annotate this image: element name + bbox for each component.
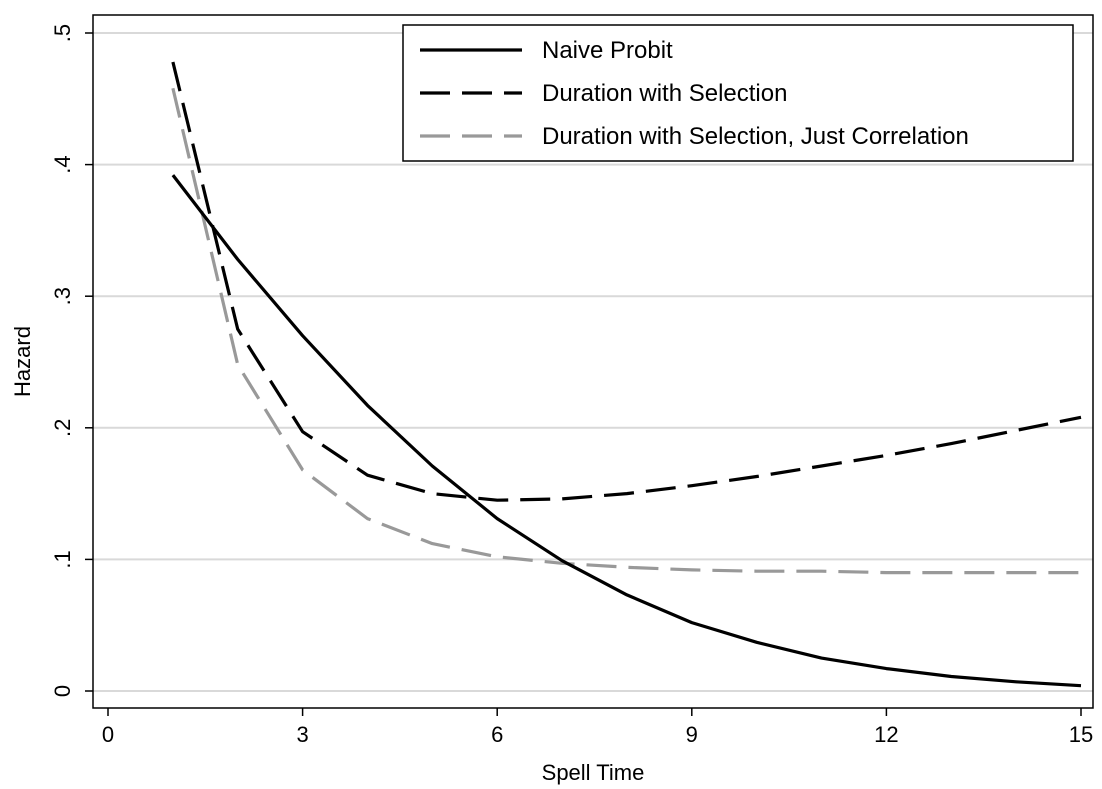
y-tick-label: .4 xyxy=(50,155,75,173)
legend-label-1: Naive Probit xyxy=(542,37,673,64)
series-line-3 xyxy=(171,87,1081,575)
x-axis-title: Spell Time xyxy=(542,760,645,785)
legend-label-2: Duration with Selection xyxy=(542,80,787,107)
x-tick-label: 12 xyxy=(874,722,898,747)
y-axis-title: Hazard xyxy=(10,326,35,397)
legend-label-3: Duration with Selection, Just Correlatio… xyxy=(542,123,969,150)
plot-area-frame xyxy=(92,14,1094,709)
y-tick-label: 0 xyxy=(50,685,75,697)
legend: Naive Probit Duration with Selection Durat… xyxy=(402,24,1074,162)
x-tick-label: 9 xyxy=(686,722,698,747)
x-tick-label: 3 xyxy=(296,722,308,747)
y-tick-label: .3 xyxy=(50,287,75,305)
x-tick-label: 6 xyxy=(491,722,503,747)
y-tick-label: .1 xyxy=(50,550,75,568)
series-line-2 xyxy=(171,61,1082,502)
y-tick-label: .5 xyxy=(50,24,75,42)
x-tick-label: 0 xyxy=(102,722,114,747)
x-tick-label: 15 xyxy=(1069,722,1093,747)
series-line-1 xyxy=(171,174,1082,688)
y-tick-label: .2 xyxy=(50,419,75,437)
series-lines xyxy=(171,61,1082,688)
axis-ticks: 0 3 6 9 12 15 0 .1 .2 .3 .4 .5 xyxy=(50,24,1093,747)
